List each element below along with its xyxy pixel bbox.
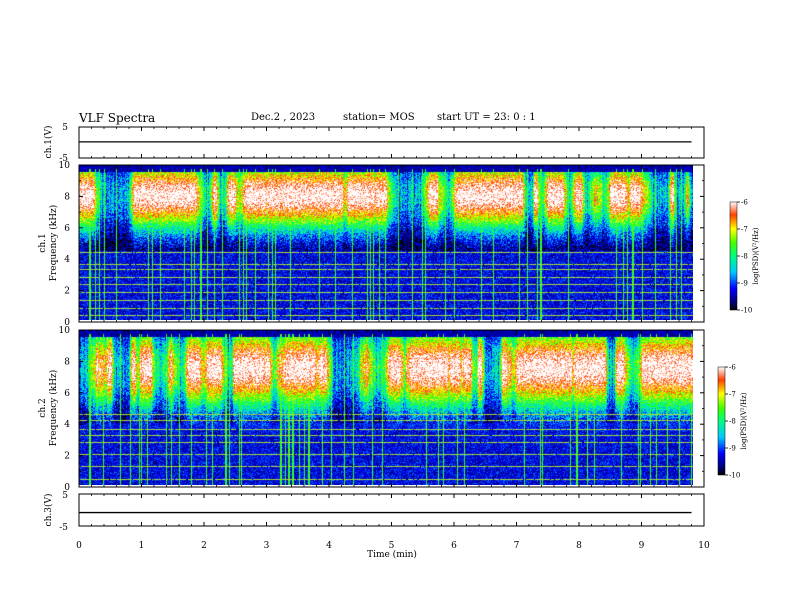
x-tick-label: 0	[76, 541, 82, 551]
ch1-y-tick-label: 2	[64, 287, 70, 297]
ch1-colorbar-label: log(PSD)(V²/Hz)	[752, 227, 760, 284]
ch2-spectrogram-panel: 0 2 4 6 8 10 ch.2 Frequency (kHz)	[38, 326, 705, 493]
x-axis-label: Time (min)	[367, 549, 417, 560]
ch2-y-tick-label: 8	[64, 357, 70, 367]
ch2-colorbar-gradient	[717, 366, 726, 476]
ch2-colorbar: -6 -7 -8 -9 -10 log(PSD)(V²/Hz)	[717, 364, 748, 480]
ch3-voltage-frame	[78, 493, 705, 527]
ch1-y-tick-label: 8	[64, 192, 70, 202]
ch2-colorbar-tick-label: -10	[729, 472, 740, 480]
x-tick-label: 3	[264, 541, 270, 551]
x-tick-label: 10	[698, 541, 710, 551]
ch1-y-tick-label: 10	[59, 161, 71, 171]
date-label: Dec.2 , 2023	[251, 112, 316, 123]
x-tick-label: 4	[326, 541, 332, 551]
ch2-colorbar-tick-label: -9	[729, 445, 736, 453]
ch1-spectrogram-panel: 0 2 4 6 8 10 ch.1 Frequency (kHz)	[38, 161, 705, 328]
ch2-colorbar-tick-label: -6	[729, 364, 736, 372]
x-tick-label: 6	[451, 541, 457, 551]
ch2-spectrogram-ylabel-channel: ch.2	[38, 398, 48, 417]
x-tick-label: 5	[389, 541, 395, 551]
station-label: station= MOS	[343, 112, 415, 123]
x-tick-label: 7	[514, 541, 520, 551]
ch1-colorbar-tick-label: -9	[741, 280, 748, 288]
chart-title: VLF Spectra	[79, 111, 156, 125]
ch1-voltage-panel: 5 -5 ch.1(V)	[43, 123, 705, 164]
ch1-ytick-bottom: -5	[59, 154, 68, 164]
ch2-y-tick-label: 10	[59, 326, 71, 336]
ch1-spectrogram-ylabel-frequency: Frequency (kHz)	[48, 205, 59, 282]
ch1-colorbar-tick-label: -8	[741, 253, 748, 261]
ch1-y-tick-label: 4	[64, 255, 70, 265]
ch1-voltage-frame	[78, 126, 705, 159]
x-axis: 0 1 2 3 4 5 6 7 8 9 10 Time (min)	[76, 127, 710, 560]
x-tick-label: 2	[201, 541, 207, 551]
ch1-ytick-top: 5	[62, 123, 68, 133]
ch2-spectrogram-ylabel-frequency: Frequency (kHz)	[48, 370, 59, 447]
x-tick-label: 8	[576, 541, 582, 551]
ch2-spectrogram-image	[79, 330, 693, 485]
ch1-voltage-ylabel: ch.1(V)	[43, 126, 54, 159]
start-time-label: start UT = 23: 0 : 1	[437, 112, 536, 123]
ch2-y-tick-label: 4	[64, 420, 70, 430]
ch2-y-tick-label: 2	[64, 452, 70, 462]
ch1-colorbar: -6 -7 -8 -9 -10 log(PSD)(V²/Hz)	[729, 199, 760, 315]
ch1-colorbar-tick-label: -10	[741, 307, 752, 315]
ch3-ytick-bottom: -5	[59, 523, 68, 533]
ch2-y-tick-label: 0	[64, 483, 70, 493]
ch2-colorbar-tick-label: -8	[729, 418, 736, 426]
ch1-colorbar-tick-label: -6	[741, 199, 748, 207]
x-tick-label: 1	[139, 541, 145, 551]
ch1-y-tick-label: 0	[64, 318, 70, 328]
ch1-y-tick-label: 6	[64, 224, 70, 234]
ch1-colorbar-gradient	[729, 201, 738, 311]
x-tick-label: 9	[639, 541, 645, 551]
ch1-spectrogram-image	[79, 165, 693, 320]
ch2-colorbar-tick-label: -7	[729, 391, 736, 399]
ch2-y-tick-label: 6	[64, 389, 70, 399]
ch1-spectrogram-ylabel-channel: ch.1	[38, 233, 48, 252]
ch2-colorbar-label: log(PSD)(V²/Hz)	[740, 392, 748, 449]
ch3-ytick-top: 5	[62, 491, 68, 501]
ch3-voltage-panel: 5 -5 ch.3(V)	[43, 491, 705, 533]
ch1-colorbar-tick-label: -7	[741, 226, 748, 234]
ch3-voltage-ylabel: ch.3(V)	[43, 494, 54, 527]
